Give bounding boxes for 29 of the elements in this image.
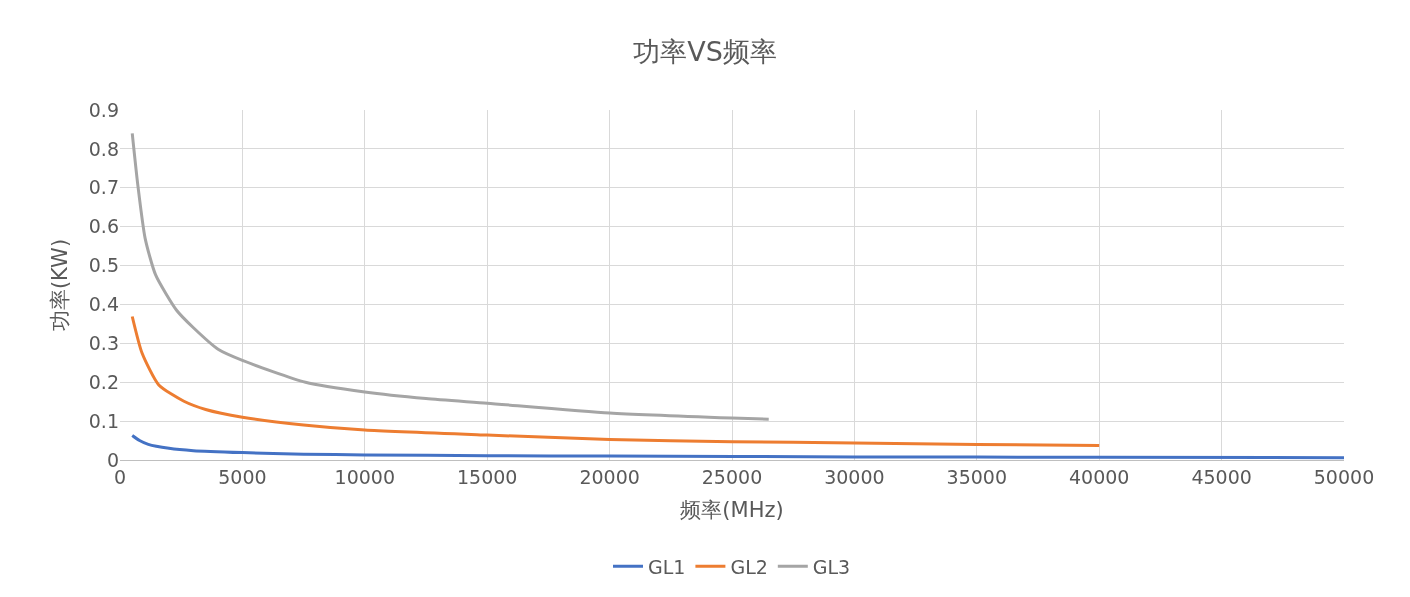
y-tick-label: 0.3 <box>88 331 119 354</box>
x-tick-label: 35000 <box>946 465 1008 488</box>
x-tick-label: 5000 <box>218 465 267 488</box>
line-series <box>130 434 1344 460</box>
x-axis-title: 频率(MHz) <box>680 498 784 522</box>
line-series <box>130 131 771 421</box>
y-tick-label: 0.8 <box>88 137 119 160</box>
x-tick-label: 25000 <box>701 465 763 488</box>
x-tick-label: 15000 <box>456 465 518 488</box>
line-series <box>130 315 1101 448</box>
y-tick-label: 0.5 <box>88 254 119 277</box>
legend-label: GL3 <box>812 555 851 578</box>
y-axis-title: 功率(KW) <box>47 238 72 332</box>
x-tick-label: 20000 <box>579 465 640 488</box>
x-tick-label: 10000 <box>334 465 396 488</box>
chart-title: 功率VS频率 <box>633 35 777 67</box>
y-tick-label: 0 <box>106 448 119 471</box>
y-tick-label: 0.9 <box>88 98 119 121</box>
legend-label: GL1 <box>648 555 686 578</box>
legend-label: GL2 <box>730 555 768 578</box>
y-tick-label: 0.6 <box>88 215 119 238</box>
y-tick-label: 0.1 <box>88 409 119 432</box>
y-tick-label: 0.7 <box>88 176 119 199</box>
x-tick-label: 40000 <box>1068 465 1130 488</box>
x-tick-label: 50000 <box>1313 465 1375 488</box>
y-tick-label: 0.2 <box>88 370 119 393</box>
y-tick-label: 0.4 <box>88 293 119 316</box>
x-tick-label: 45000 <box>1191 465 1252 488</box>
x-tick-label: 30000 <box>824 465 885 488</box>
